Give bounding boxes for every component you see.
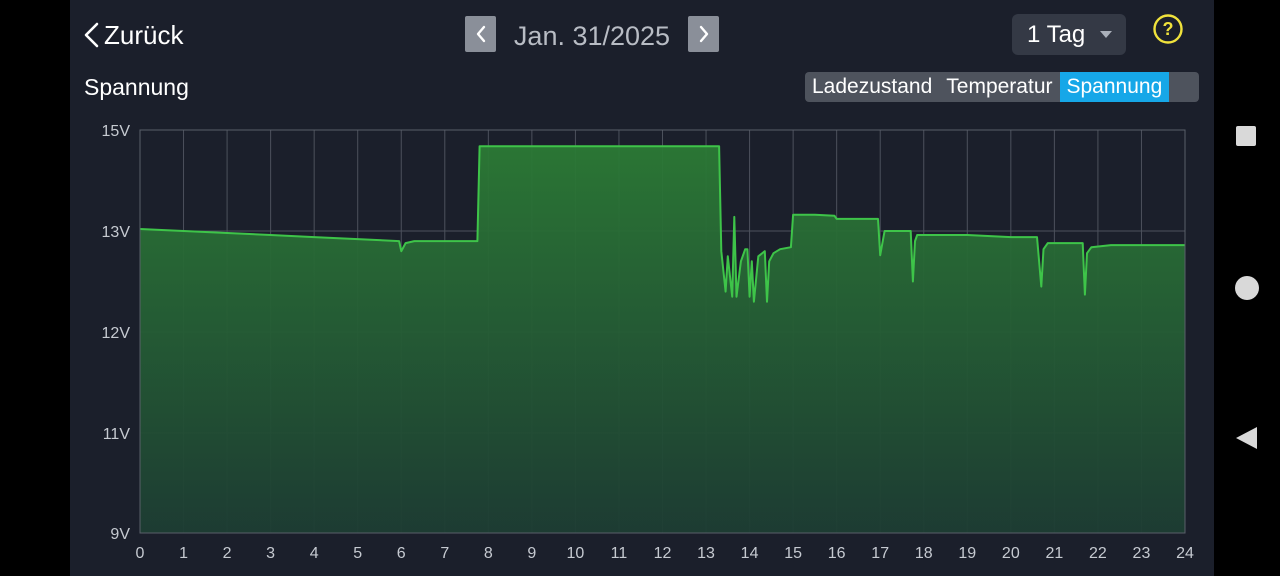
- tab-temperatur[interactable]: Temperatur: [946, 75, 1053, 98]
- x-tick-label: 13: [697, 545, 715, 562]
- x-tick-label: 8: [484, 545, 493, 562]
- x-tick-label: 15: [784, 545, 802, 562]
- x-tick-label: 14: [741, 545, 759, 562]
- previous-day-button[interactable]: [465, 16, 496, 52]
- x-tick-label: 1: [179, 545, 188, 562]
- chevron-left-icon: [476, 25, 485, 43]
- tab-ladezustand[interactable]: Ladezustand: [812, 75, 933, 98]
- x-tick-label: 21: [1045, 545, 1063, 562]
- voltage-line: [139, 145, 1185, 303]
- y-tick-label: 11V: [103, 426, 131, 443]
- x-tick-label: 3: [266, 545, 275, 562]
- home-icon[interactable]: [1235, 276, 1259, 300]
- next-day-button[interactable]: [688, 16, 719, 52]
- x-tick-label: 19: [958, 545, 976, 562]
- section-title: Spannung: [84, 74, 189, 100]
- help-button[interactable]: ?: [1153, 14, 1183, 44]
- x-tick-label: 4: [310, 545, 319, 562]
- help-icon: ?: [1153, 14, 1183, 44]
- x-tick-label: 22: [1089, 545, 1107, 562]
- x-tick-label: 5: [353, 545, 362, 562]
- android-nav-bar: [1214, 0, 1280, 576]
- recent-apps-icon[interactable]: [1236, 126, 1256, 146]
- back-label: Zurück: [104, 19, 184, 50]
- y-tick-label: 15V: [102, 123, 131, 140]
- x-tick-label: 2: [223, 545, 232, 562]
- y-tick-label: 13V: [102, 224, 131, 241]
- back-button[interactable]: Zurück: [82, 18, 183, 52]
- chevron-left-icon: [84, 22, 99, 48]
- x-tick-label: 7: [440, 545, 449, 562]
- metric-tabs: Ladezustand Temperatur Spannung: [805, 72, 1199, 102]
- x-tick-label: 0: [136, 545, 145, 562]
- x-tick-label: 18: [915, 545, 933, 562]
- date-label: Jan. 31/2025: [513, 21, 671, 51]
- voltage-chart: 0 1 2 3 4 5 6 7 8 9 10 11 12 13 14 15 16 17 18 19 20 21 22 23 24…: [102, 123, 1194, 562]
- x-tick-label: 16: [828, 545, 846, 562]
- x-tick-label: 10: [567, 545, 585, 562]
- y-tick-label: 9V: [110, 526, 130, 543]
- x-tick-label: 9: [527, 545, 536, 562]
- x-tick-label: 12: [654, 545, 672, 562]
- plot-frame: [139, 129, 1186, 534]
- app-screen: Zurück Jan. 31/2025 1 Tag ? Spannung Lad…: [70, 0, 1214, 576]
- chevron-right-icon: [699, 25, 708, 43]
- x-tick-label: 20: [1002, 545, 1020, 562]
- x-tick-label: 23: [1133, 545, 1151, 562]
- time-range-dropdown[interactable]: 1 Tag: [1012, 14, 1126, 55]
- x-tick-label: 11: [611, 545, 628, 562]
- time-range-value: 1 Tag: [1027, 20, 1086, 48]
- tab-spannung[interactable]: Spannung: [1059, 72, 1170, 102]
- back-triangle-icon[interactable]: [1236, 427, 1257, 449]
- caret-down-icon: [1100, 31, 1112, 38]
- x-tick-label: 24: [1176, 545, 1194, 562]
- y-tick-label: 12V: [102, 325, 131, 342]
- svg-text:?: ?: [1163, 19, 1174, 39]
- x-tick-label: 17: [871, 545, 889, 562]
- voltage-area: [140, 146, 1185, 533]
- x-tick-label: 6: [397, 545, 406, 562]
